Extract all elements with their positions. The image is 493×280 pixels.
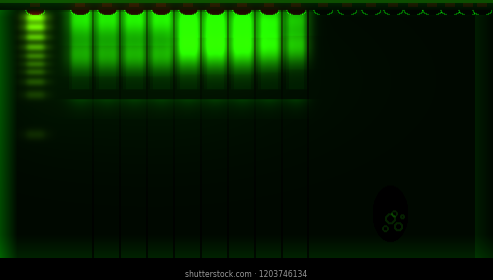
Text: shutterstock.com · 1203746134: shutterstock.com · 1203746134 <box>185 270 308 279</box>
